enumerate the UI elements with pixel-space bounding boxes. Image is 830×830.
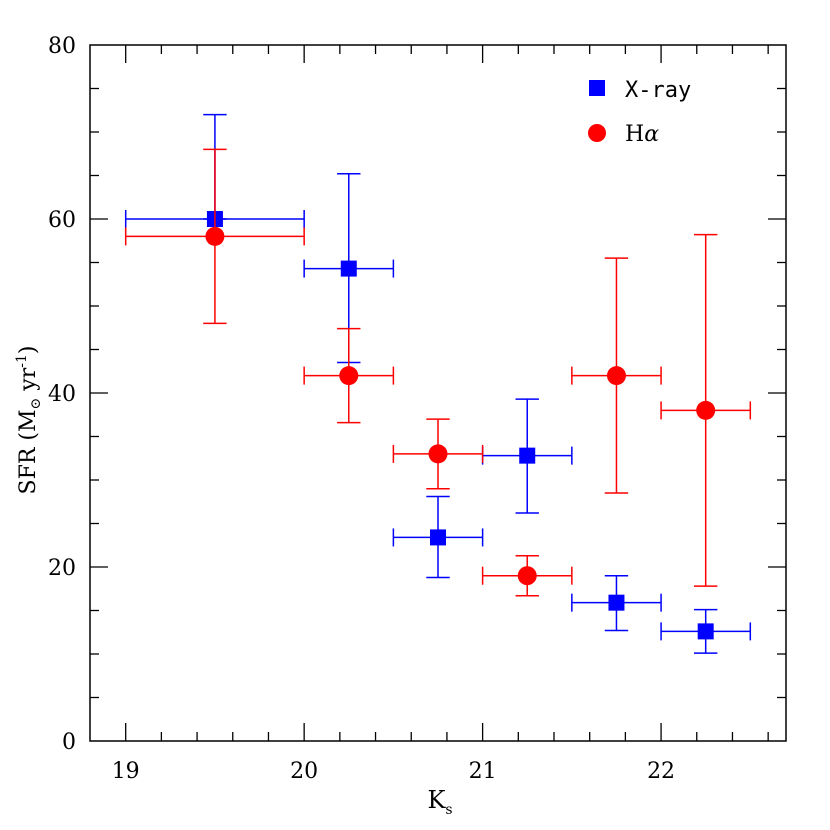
legend-halpha-label-h: H (625, 122, 644, 147)
x-tick-label: 19 (112, 759, 140, 784)
xray-data-point (608, 594, 625, 611)
x-tick-label: 21 (469, 759, 497, 784)
xray-data-point (430, 529, 446, 546)
y-label-exponent: -1 (14, 354, 30, 368)
halpha-data-point (205, 226, 225, 246)
xray-data-point (340, 260, 357, 277)
halpha-data-point (428, 444, 448, 464)
halpha-data-point (517, 566, 537, 586)
y-tick-label: 40 (48, 382, 76, 407)
plot-frame (89, 44, 787, 742)
plot-layer (124, 113, 752, 654)
y-tick-label: 0 (62, 730, 76, 755)
y-label-prefix: SFR (M (16, 409, 41, 494)
legend-xray-label: X-ray (625, 78, 691, 103)
legend-xray-marker (589, 80, 605, 96)
legend-halpha-label-alpha: α (644, 122, 659, 147)
legend-halpha-marker (588, 124, 606, 142)
y-label-sun-symbol: ⊙ (28, 398, 44, 410)
x-axis-label: Ks (427, 786, 452, 818)
y-axis-label: SFR (M⊙ yr-1) (14, 346, 44, 495)
x-tick-label: 20 (290, 759, 318, 784)
y-tick-label: 60 (48, 208, 76, 233)
y-tick-label: 20 (48, 556, 76, 581)
legend: X-ray Hα (588, 78, 691, 147)
tick-layer: 19 20 21 22 0 20 40 60 80 (48, 34, 786, 784)
series-xray (124, 113, 752, 654)
halpha-data-point (339, 366, 359, 386)
y-tick-label: 80 (48, 34, 76, 59)
halpha-data-point (696, 400, 716, 420)
series-halpha (124, 148, 752, 597)
x-label-subscript: s (445, 802, 452, 818)
xray-data-point (697, 623, 714, 640)
y-label-unit: yr (16, 367, 41, 397)
x-tick-label: 22 (647, 759, 675, 784)
y-label-close: ) (16, 346, 41, 355)
halpha-data-point (606, 366, 626, 386)
x-label-main: K (427, 786, 446, 814)
xray-data-point (519, 447, 536, 464)
legend-halpha-label: Hα (625, 122, 659, 147)
